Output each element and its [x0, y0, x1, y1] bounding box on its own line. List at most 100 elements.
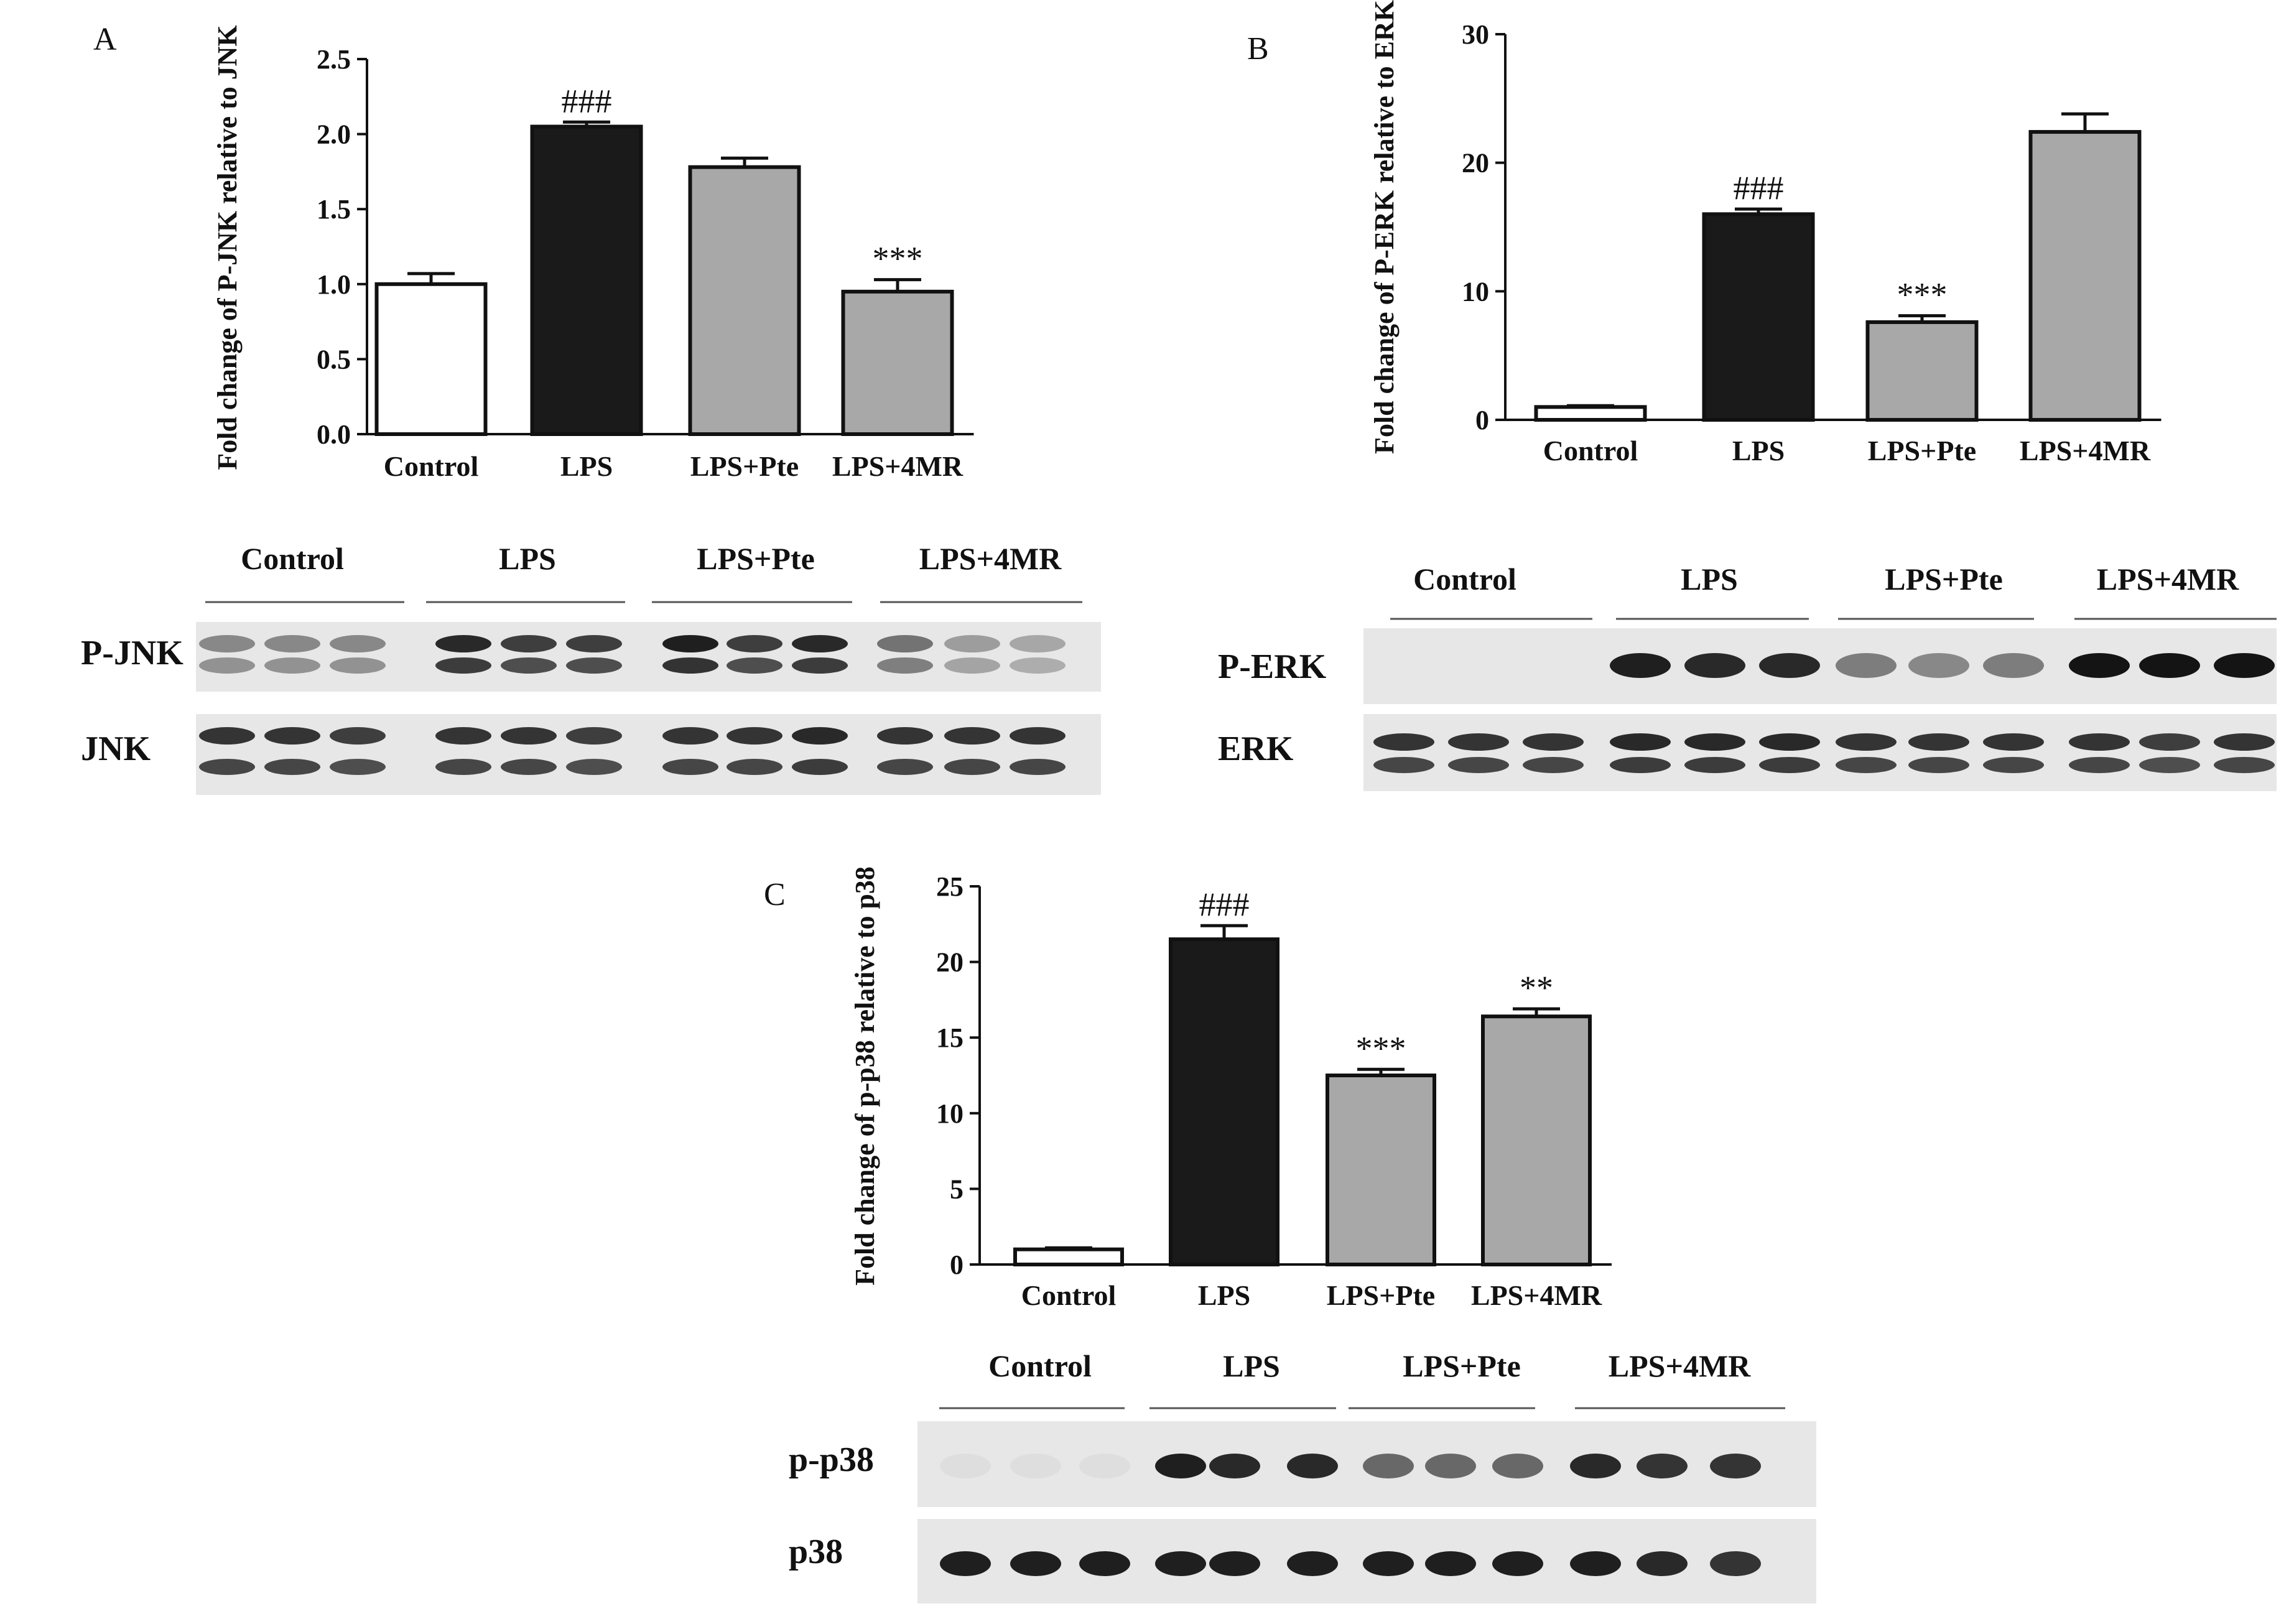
- blot-band: [792, 759, 848, 775]
- panel-letter: C: [764, 877, 786, 912]
- bar-lps-pte: [688, 165, 801, 436]
- y-tick-label: 1.0: [317, 269, 351, 300]
- blot-band: [1759, 757, 1820, 773]
- panel-letter: B: [1247, 31, 1269, 67]
- blot-band: [1983, 757, 2044, 773]
- blot-band: [330, 635, 386, 652]
- blot-band: [1637, 1454, 1688, 1478]
- blot-band: [877, 635, 933, 652]
- blot-band: [2069, 653, 2130, 678]
- blot-band: [2214, 733, 2275, 751]
- bar-lps-pte: [1865, 320, 1979, 422]
- blot-band: [792, 657, 848, 674]
- blot-row-label: JNK: [81, 730, 151, 768]
- blot-band: [1637, 1551, 1688, 1576]
- blot-band: [1448, 733, 1509, 751]
- blot-group-label: Control: [241, 541, 344, 576]
- blot-band: [944, 635, 1000, 652]
- y-tick-label: 25: [936, 871, 964, 902]
- panel-b-western-blot: Control LPS LPS+Pte LPS+4MR P-ERK ERK: [1218, 562, 2277, 791]
- panel-c-bar-chart: C 0 5 10 15 20 25 Fold change of p-p38 relative…: [764, 866, 1612, 1311]
- blot-band: [1287, 1551, 1338, 1576]
- blot-band: [1908, 653, 1969, 678]
- y-axis-label: Fold change of p-p38 relative to p38: [850, 866, 880, 1286]
- y-tick-label: 15: [936, 1023, 964, 1053]
- blot-band: [944, 759, 1000, 775]
- blot-group-label: LPS+Pte: [1403, 1348, 1521, 1383]
- blot-band: [792, 727, 848, 745]
- bar-control: [1534, 405, 1647, 422]
- blot-row-label: ERK: [1218, 730, 1294, 768]
- blot-band: [1010, 1551, 1061, 1576]
- blot-band: [1492, 1551, 1543, 1576]
- blot-band: [1448, 757, 1509, 773]
- blot-band: [1570, 1454, 1621, 1478]
- blot-band: [1155, 1551, 1206, 1576]
- blot-group-label: LPS+4MR: [919, 541, 1062, 576]
- blot-band: [435, 635, 491, 652]
- y-tick-label: 1.5: [317, 194, 351, 225]
- blot-band: [1610, 757, 1671, 773]
- blot-band: [264, 759, 320, 775]
- x-category-label: Control: [1543, 435, 1638, 466]
- blot-band: [1079, 1551, 1130, 1576]
- blot-strip: [1363, 714, 2277, 791]
- blot-band: [501, 635, 557, 652]
- blot-band: [330, 727, 386, 745]
- bar-lps-4mr: [841, 289, 954, 436]
- blot-band: [944, 727, 1000, 745]
- blot-band: [1523, 733, 1584, 751]
- y-tick-label: 0: [1475, 405, 1489, 435]
- y-tick-label: 2.0: [317, 119, 351, 150]
- bar-control: [374, 282, 488, 436]
- blot-band: [1363, 1551, 1414, 1576]
- blot-band: [1836, 653, 1897, 678]
- blot-band: [2214, 757, 2275, 773]
- blot-group-label: LPS+4MR: [1609, 1348, 1751, 1383]
- blot-band: [330, 759, 386, 775]
- blot-band: [2069, 733, 2130, 751]
- blot-band: [1710, 1454, 1761, 1478]
- blot-band: [940, 1551, 991, 1576]
- y-axis-label: Fold change of P-ERK relative to ERK: [1369, 0, 1400, 454]
- x-category-label: Control: [384, 450, 479, 482]
- blot-band: [2139, 757, 2200, 773]
- bar-lps: [1702, 212, 1815, 422]
- blot-band: [662, 635, 718, 652]
- blot-band: [1010, 759, 1066, 775]
- blot-band: [944, 657, 1000, 674]
- significance-label: ###: [1199, 886, 1250, 923]
- blot-band: [727, 635, 782, 652]
- blot-band: [662, 657, 718, 674]
- x-category-label: LPS+4MR: [2020, 435, 2151, 466]
- blot-band: [792, 635, 848, 652]
- significance-label: ###: [1734, 169, 1784, 206]
- blot-band: [1523, 757, 1584, 773]
- blot-band: [566, 657, 622, 674]
- blot-band: [1155, 1454, 1206, 1478]
- blot-band: [1983, 653, 2044, 678]
- blot-band: [1836, 733, 1897, 751]
- blot-band: [1010, 1454, 1061, 1478]
- blot-strip: [196, 622, 1101, 692]
- blot-band: [2214, 653, 2275, 678]
- blot-band: [877, 727, 933, 745]
- y-tick-label: 0.5: [317, 344, 351, 374]
- panel-c-western-blot: Control LPS LPS+Pte LPS+4MR p-p38 p38: [789, 1348, 1816, 1603]
- y-tick-label: 10: [936, 1098, 964, 1129]
- blot-band: [566, 759, 622, 775]
- x-category-label: LPS+4MR: [1471, 1279, 1602, 1311]
- blot-band: [877, 759, 933, 775]
- blot-band: [1684, 653, 1745, 678]
- blot-band: [727, 657, 782, 674]
- bar-lps-4mr: [1481, 1014, 1592, 1266]
- blot-band: [501, 727, 557, 745]
- blot-group-label: LPS: [499, 541, 556, 576]
- y-tick-label: 0.0: [317, 419, 351, 450]
- blot-band: [662, 727, 718, 745]
- blot-band: [1684, 757, 1745, 773]
- blot-band: [727, 759, 782, 775]
- blot-band: [1836, 757, 1897, 773]
- bar-lps-4mr: [2028, 130, 2142, 422]
